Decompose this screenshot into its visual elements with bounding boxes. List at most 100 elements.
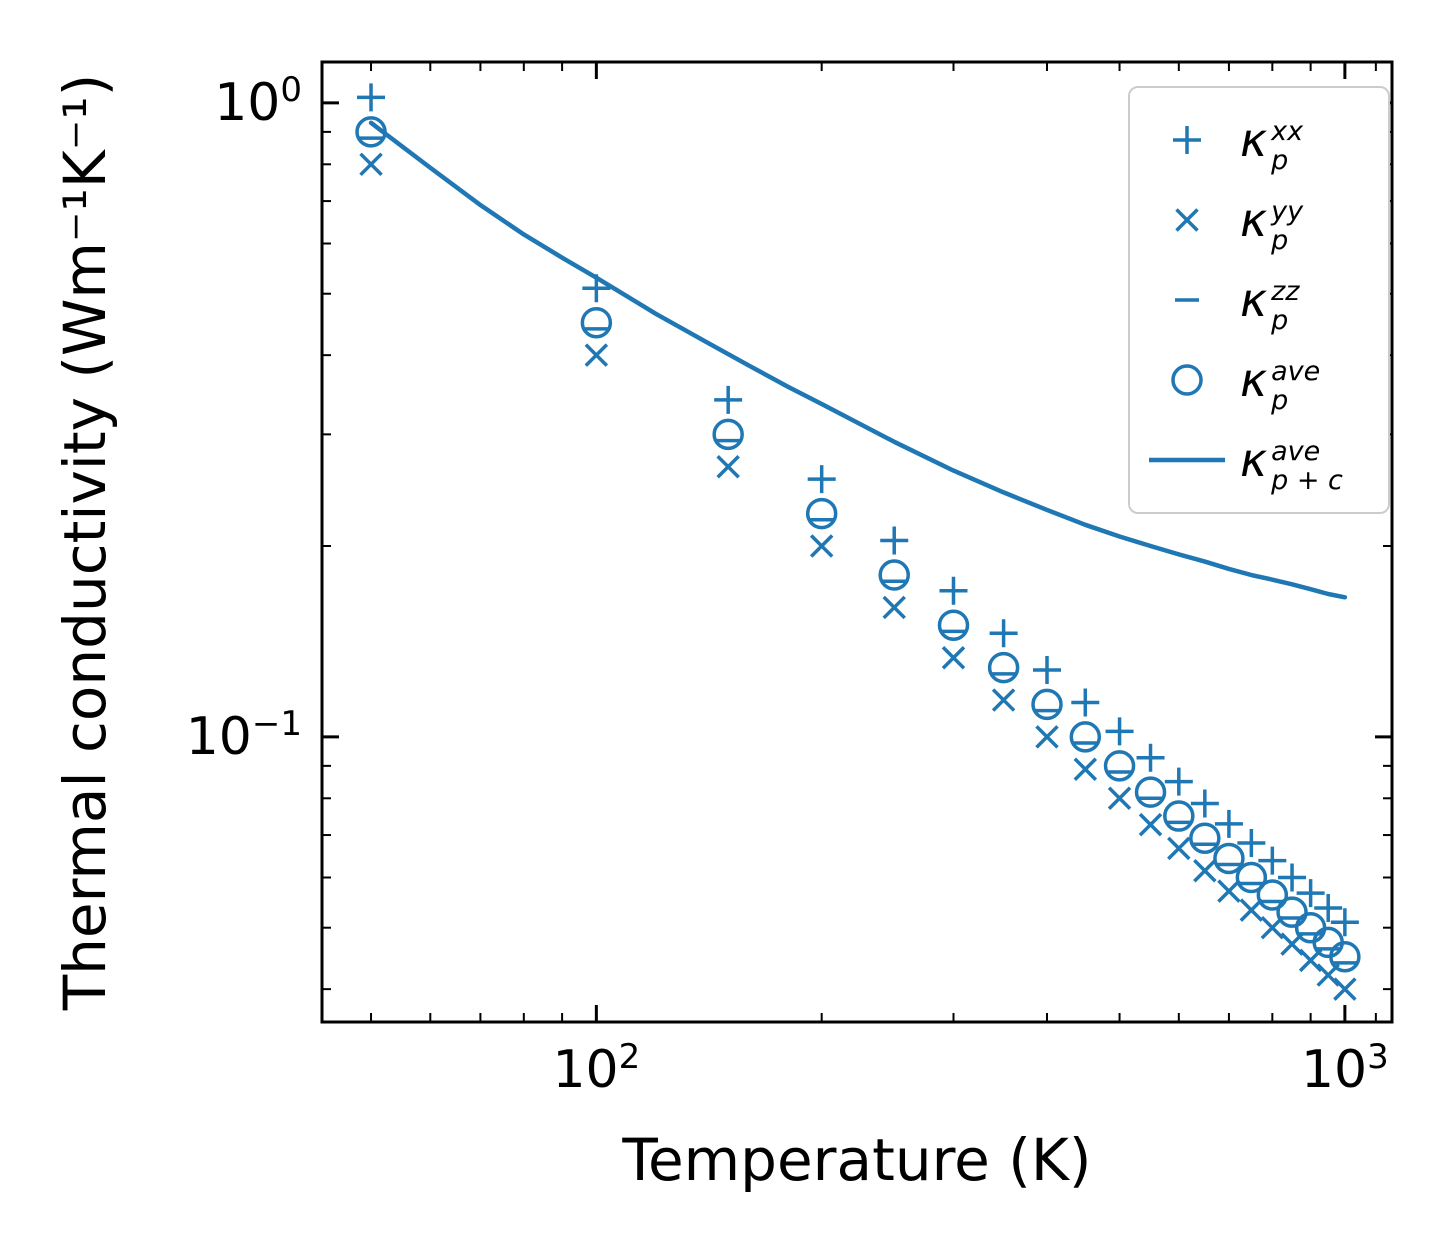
marker-kappa-p-ave	[1276, 896, 1308, 928]
marker-kappa-p-xx	[1071, 688, 1100, 717]
tick-exponent: 2	[618, 1037, 641, 1078]
legend-subscript: p	[1271, 145, 1289, 176]
marker-kappa-p-yy	[809, 534, 834, 558]
legend-superscript: ave	[1271, 435, 1321, 467]
legend-marker-kappa-p-ave	[1171, 364, 1203, 396]
kappa-symbol: κ	[1240, 433, 1268, 487]
marker-kappa-p-yy	[1193, 858, 1217, 883]
legend-label-kappa-p-ave: κ ave p	[1240, 351, 1320, 415]
marker-kappa-p-xx	[880, 526, 909, 555]
legend-entry-kappa-p-ave: κ ave p	[1144, 340, 1380, 420]
marker-kappa-p-xx	[357, 83, 386, 112]
legend-marker-kappa-p-yy	[1175, 208, 1199, 232]
marker-kappa-p-yy	[1217, 879, 1241, 903]
tick-base: 10	[552, 1040, 619, 1100]
x-marker-icon	[1175, 208, 1199, 232]
marker-kappa-p-yy	[1167, 836, 1191, 861]
kappa-symbol: κ	[1240, 353, 1268, 407]
marker-kappa-p-yy	[1138, 812, 1163, 837]
legend-label-kappa-p-zz: κ zz p	[1240, 271, 1300, 335]
legend-entry-kappa-p-yy: κ yy p	[1144, 180, 1380, 260]
legend-subsup: ave p + c	[1271, 437, 1343, 495]
y-axis-label: Thermal conductivity (Wm⁻¹K⁻¹)	[51, 73, 119, 1011]
marker-kappa-p-ave	[1294, 911, 1327, 944]
kappa-symbol: κ	[1240, 193, 1268, 247]
legend-subsup: xx p	[1271, 117, 1303, 175]
legend: κ xx p κ yy p κ zz p κ ave p κ ave p + c	[1128, 86, 1390, 514]
legend-subsup: yy p	[1271, 197, 1303, 255]
marker-kappa-p-ave	[1235, 861, 1268, 894]
marker-kappa-p-ave	[1069, 721, 1102, 753]
legend-subscript: p	[1271, 305, 1289, 336]
marker-kappa-p-yy	[1239, 898, 1264, 922]
legend-superscript: zz	[1271, 275, 1300, 307]
marker-kappa-p-xx	[989, 619, 1018, 648]
marker-kappa-p-xx	[1314, 894, 1343, 923]
legend-label-kappa-p-yy: κ yy p	[1240, 191, 1303, 255]
legend-subsup: ave p	[1271, 357, 1320, 415]
legend-subscript: p + c	[1271, 465, 1343, 496]
marker-kappa-p-xx	[1258, 846, 1287, 875]
marker-kappa-p-xx	[1214, 809, 1243, 838]
marker-kappa-p-ave	[1329, 940, 1361, 973]
tick-base: 10	[214, 72, 281, 133]
marker-kappa-p-yy	[359, 152, 383, 177]
legend-entry-kappa-p-xx: κ xx p	[1144, 100, 1380, 180]
legend-label-kappa-p-plus-c-ave: κ ave p + c	[1240, 431, 1343, 495]
marker-kappa-p-ave	[1312, 926, 1344, 959]
tick-exponent: −1	[251, 704, 302, 745]
marker-kappa-p-ave	[712, 418, 744, 451]
circle-marker-icon	[1171, 364, 1203, 396]
marker-kappa-p-ave	[1103, 750, 1136, 782]
marker-kappa-p-ave	[1031, 688, 1063, 721]
kappa-symbol: κ	[1240, 113, 1268, 167]
marker-kappa-p-yy	[1035, 725, 1059, 749]
marker-kappa-p-ave	[1134, 776, 1167, 808]
marker-kappa-p-ave	[1256, 879, 1289, 911]
x-tick-label: 103	[1301, 1040, 1389, 1096]
tick-base: 10	[185, 706, 252, 767]
tick-exponent: 3	[1367, 1037, 1389, 1078]
marker-kappa-p-ave	[1213, 842, 1245, 875]
marker-kappa-p-ave	[1163, 800, 1195, 832]
x-axis-label: Temperature (K)	[622, 1126, 1092, 1194]
marker-kappa-p-xx	[1033, 655, 1062, 684]
marker-kappa-p-yy	[716, 455, 740, 479]
series-line-kappa-p-plus-c-ave	[368, 120, 1348, 600]
marker-kappa-p-xx	[714, 385, 743, 414]
legend-superscript: yy	[1271, 195, 1304, 227]
marker-kappa-p-xx	[1237, 829, 1266, 858]
plot-frame	[320, 60, 1394, 1024]
legend-entry-kappa-p-zz: κ zz p	[1144, 260, 1380, 340]
marker-kappa-p-ave	[1189, 822, 1221, 854]
marker-kappa-p-yy	[1333, 977, 1357, 1001]
marker-kappa-p-xx	[1136, 743, 1165, 772]
marker-kappa-p-yy	[1107, 786, 1132, 811]
marker-kappa-p-ave	[937, 609, 970, 641]
marker-kappa-p-ave	[580, 306, 613, 339]
line-marker-icon	[1149, 457, 1225, 463]
y-tick-label: 10−1	[186, 707, 302, 763]
marker-kappa-p-yy	[584, 343, 609, 367]
marker-kappa-p-yy	[882, 595, 906, 620]
marker-kappa-p-xx	[1296, 879, 1325, 908]
marker-kappa-p-ave	[987, 651, 1020, 684]
kappa-symbol: κ	[1240, 273, 1268, 327]
marker-kappa-p-xx	[1190, 789, 1219, 818]
legend-subscript: p	[1271, 225, 1289, 256]
marker-kappa-p-ave	[878, 559, 910, 591]
marker-kappa-p-yy	[1073, 757, 1098, 781]
marker-kappa-p-xx	[1330, 908, 1359, 937]
legend-entry-kappa-p-plus-c-ave: κ ave p + c	[1144, 420, 1380, 500]
marker-kappa-p-yy	[991, 688, 1016, 712]
marker-kappa-p-xx	[939, 576, 968, 605]
tick-base: 10	[1300, 1040, 1368, 1100]
marker-kappa-p-xx	[807, 465, 836, 494]
marker-kappa-p-xx	[1105, 717, 1134, 746]
marker-kappa-p-xx	[1164, 767, 1193, 796]
legend-label-kappa-p-xx: κ xx p	[1240, 111, 1303, 175]
plus-marker-icon	[1173, 126, 1201, 154]
legend-marker-kappa-p-xx	[1173, 126, 1201, 154]
